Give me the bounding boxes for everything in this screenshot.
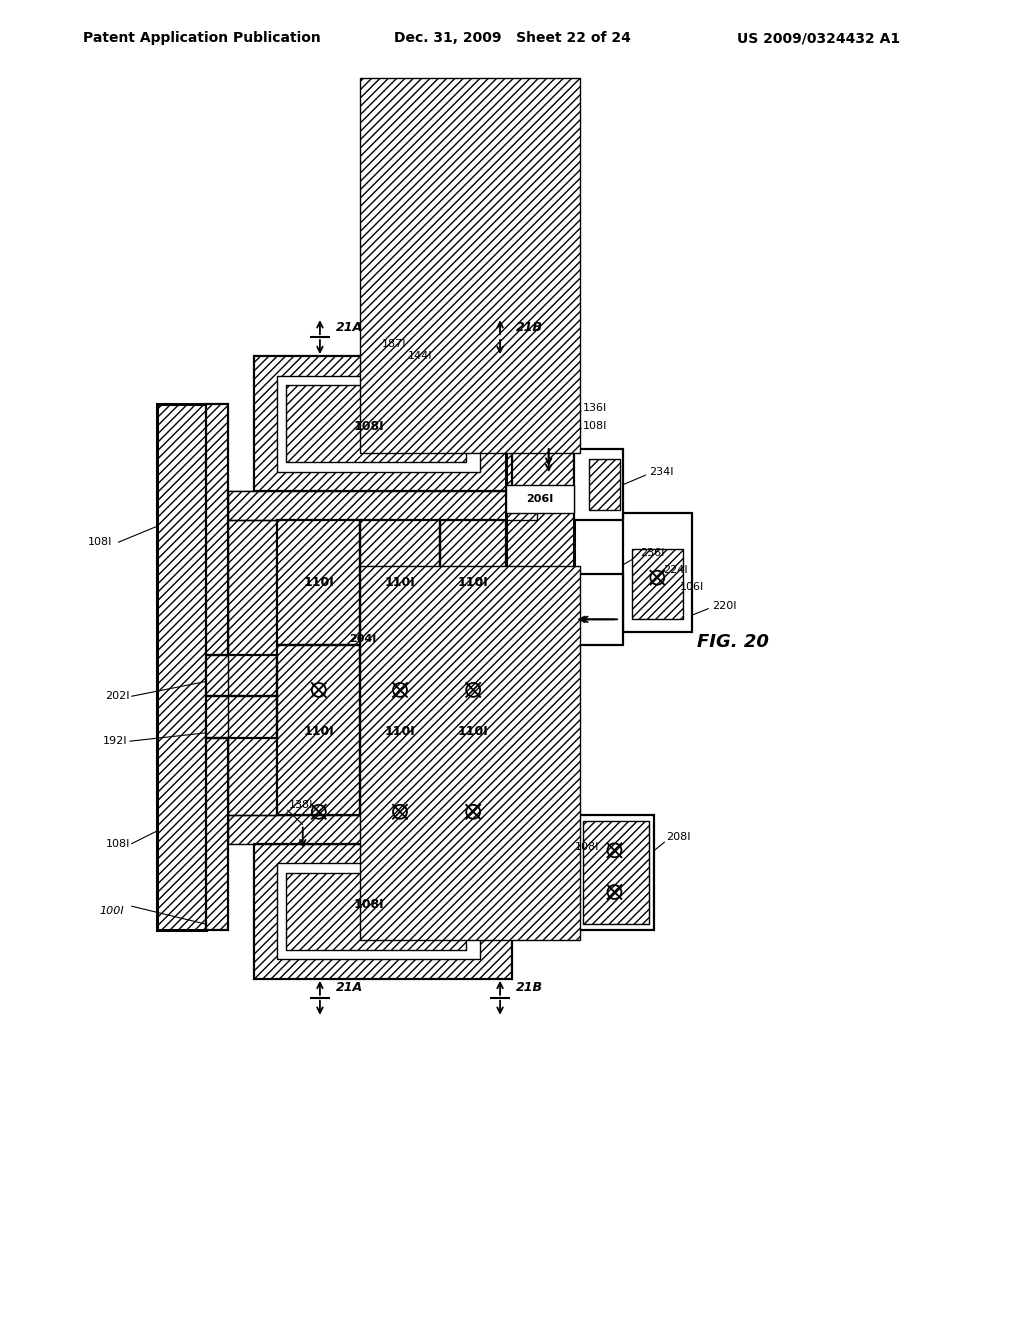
Bar	[583, 821, 649, 924]
Bar	[278, 520, 360, 645]
Bar	[228, 814, 538, 843]
Bar	[360, 645, 440, 814]
Text: 192I: 192I	[102, 737, 127, 746]
Text: US 2009/0324432 A1: US 2009/0324432 A1	[736, 32, 900, 45]
Bar	[583, 821, 649, 924]
Bar	[440, 520, 506, 645]
Bar	[228, 491, 538, 520]
Bar	[206, 655, 278, 697]
Text: 110I: 110I	[303, 576, 334, 589]
Text: 110I: 110I	[385, 576, 416, 589]
Text: 224I: 224I	[664, 565, 688, 576]
Text: 110I: 110I	[458, 576, 488, 589]
Text: Patent Application Publication: Patent Application Publication	[83, 32, 321, 45]
Bar	[228, 520, 278, 814]
Text: FIG. 20: FIG. 20	[697, 632, 769, 651]
Text: 108I: 108I	[574, 842, 599, 853]
Bar	[440, 645, 506, 814]
Bar	[286, 385, 466, 462]
Bar	[206, 738, 228, 931]
Bar	[254, 843, 512, 978]
Text: 206I: 206I	[526, 495, 554, 504]
Bar	[506, 484, 574, 513]
Bar	[506, 404, 574, 931]
Bar	[589, 459, 621, 511]
Text: 220I: 220I	[712, 601, 736, 611]
Text: 108I: 108I	[353, 420, 384, 433]
Bar	[228, 520, 278, 814]
Text: Dec. 31, 2009   Sheet 22 of 24: Dec. 31, 2009 Sheet 22 of 24	[393, 32, 631, 45]
Bar	[632, 549, 683, 619]
Text: 21A: 21A	[336, 981, 362, 994]
Bar	[228, 491, 538, 520]
Bar	[278, 863, 480, 960]
Bar	[278, 520, 360, 645]
Bar	[206, 404, 228, 655]
Text: 21B: 21B	[516, 321, 543, 334]
Bar	[278, 376, 480, 471]
Text: 108I: 108I	[583, 421, 607, 430]
Text: 187I: 187I	[382, 338, 407, 348]
Bar	[574, 574, 623, 645]
Text: 236I: 236I	[640, 548, 665, 558]
Text: 136I: 136I	[583, 403, 607, 413]
Bar	[574, 449, 623, 520]
Bar	[360, 520, 440, 645]
Bar	[278, 645, 360, 814]
Bar	[589, 459, 621, 511]
Bar	[206, 697, 278, 738]
Bar	[278, 645, 360, 814]
Bar	[360, 78, 580, 453]
Text: 100I: 100I	[99, 907, 124, 916]
Text: 110I: 110I	[458, 725, 488, 738]
Bar	[206, 404, 228, 655]
Text: 21A: 21A	[336, 321, 362, 334]
Bar	[506, 814, 574, 931]
Text: 108I: 108I	[105, 840, 130, 849]
Text: 108I: 108I	[353, 899, 384, 911]
Text: 202I: 202I	[105, 692, 130, 701]
Bar	[286, 873, 466, 949]
Text: 110I: 110I	[385, 725, 416, 738]
Bar	[206, 738, 228, 931]
Bar	[228, 814, 538, 843]
Bar	[206, 697, 278, 738]
Bar	[206, 655, 278, 697]
Bar	[157, 404, 206, 931]
Bar	[440, 520, 506, 645]
Bar	[360, 520, 440, 645]
Bar	[286, 873, 466, 949]
Text: 21B: 21B	[516, 981, 543, 994]
Bar	[632, 549, 683, 619]
Bar	[506, 404, 574, 931]
Bar	[440, 645, 506, 814]
Bar	[157, 404, 206, 931]
Bar	[360, 645, 440, 814]
Text: 110I: 110I	[303, 725, 334, 738]
Text: 204I: 204I	[349, 634, 377, 644]
Text: 108I: 108I	[88, 537, 113, 548]
Bar	[623, 513, 691, 632]
Bar	[228, 491, 538, 520]
Bar	[254, 356, 512, 491]
Bar	[360, 566, 580, 940]
Bar	[360, 566, 580, 940]
Bar	[254, 843, 512, 978]
Bar	[506, 814, 574, 931]
Bar	[286, 385, 466, 462]
Text: 106I: 106I	[680, 582, 705, 591]
Bar	[360, 78, 580, 453]
Text: 234I: 234I	[649, 467, 673, 477]
Text: 208I: 208I	[666, 833, 690, 842]
Bar	[574, 814, 654, 931]
Text: 138I: 138I	[289, 800, 313, 810]
Bar	[254, 356, 512, 491]
Text: 144I: 144I	[408, 351, 432, 362]
